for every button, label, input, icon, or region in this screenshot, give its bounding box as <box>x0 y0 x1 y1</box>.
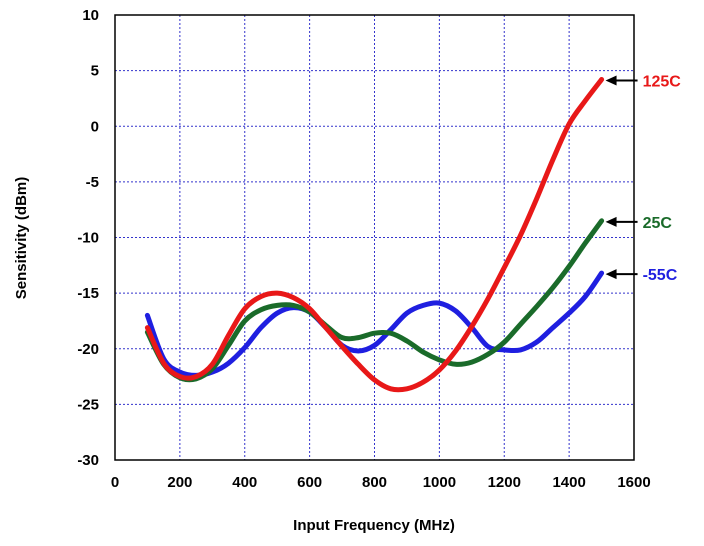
y-tick-labels: 10 5 0 -5 -10 -15 -20 -25 -30 <box>77 7 99 469</box>
annotation-label-55c: -55C <box>643 267 678 284</box>
series-annotations: 125C 25C -55C <box>605 74 682 284</box>
annotation-arrowhead-55c <box>605 269 617 280</box>
series-line-25c <box>144 218 605 383</box>
x-tick-label: 1600 <box>617 474 650 491</box>
x-tick-label: 600 <box>297 474 322 491</box>
x-tick-labels: 0 200 400 600 800 1000 1200 1400 1600 <box>111 474 651 491</box>
x-tick-label: 1400 <box>552 474 585 491</box>
y-tick-label: -20 <box>77 341 99 358</box>
x-tick-label: 800 <box>362 474 387 491</box>
annotation-arrowhead-25c <box>605 216 617 227</box>
y-tick-label: -5 <box>86 174 99 191</box>
annotation-label-125c: 125C <box>643 74 682 91</box>
y-tick-label: -25 <box>77 396 99 413</box>
plot-frame <box>114 14 635 461</box>
y-tick-label: -15 <box>77 285 99 302</box>
annotation-arrowhead-125c <box>605 75 617 86</box>
x-tick-label: 1200 <box>488 474 521 491</box>
x-tick-label: 400 <box>232 474 257 491</box>
series-line-55c <box>144 270 605 378</box>
grid <box>115 15 634 460</box>
series-line-125c <box>144 77 605 393</box>
x-axis-label: Input Frequency (MHz) <box>293 517 455 534</box>
x-tick-label: 200 <box>167 474 192 491</box>
y-tick-label: 0 <box>91 118 99 135</box>
annotation-label-25c: 25C <box>643 215 673 232</box>
y-tick-label: 5 <box>91 63 99 80</box>
y-tick-label: -30 <box>77 452 99 469</box>
y-axis-label: Sensitivity (dBm) <box>13 177 30 300</box>
x-tick-label: 0 <box>111 474 119 491</box>
y-tick-label: -10 <box>77 230 99 247</box>
x-tick-label: 1000 <box>423 474 456 491</box>
series-lines <box>144 77 605 393</box>
y-tick-label: 10 <box>82 7 99 24</box>
